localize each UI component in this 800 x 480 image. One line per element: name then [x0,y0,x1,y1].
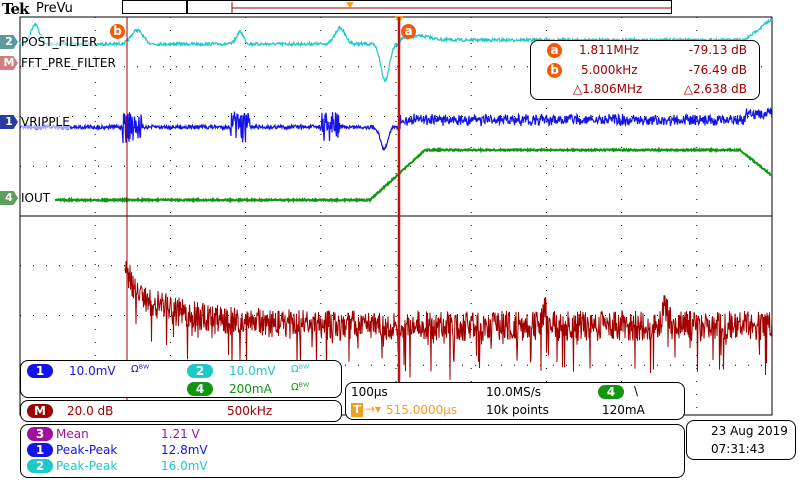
date: 23 Aug 2019 [711,424,788,438]
ch1-label: VRIPPLE [21,115,70,129]
trigger-arrow-icon: →▾ [365,402,382,416]
ch2-label: POST_FILTER [21,35,98,49]
cursor-b-level: -76.49 dB [688,63,747,77]
trigger-level: 120mA [602,403,645,417]
measurement-value: 16.0mV [161,459,208,473]
horizontal-trigger-panel[interactable]: 100µs 10.0MS/s 4 \ T →▾ 515.0000µs 10k p… [345,382,685,420]
tek-logo: Tek [2,0,29,18]
trigger-slope-falling-icon: \ [634,384,639,398]
trigger-icon: T [351,403,363,417]
acquisition-mode: PreVu [36,1,73,16]
cursor-a-freq: 1.811MHz [579,43,640,57]
cursor-b-icon: b [547,63,562,78]
time: 07:31:43 [711,442,765,456]
datetime-panel: 23 Aug 2019 07:31:43 [686,420,796,460]
measurement-source-badge: 3 [27,427,53,441]
math-marker[interactable]: M [0,56,18,70]
measurement-source-badge: 1 [27,443,53,457]
ch4-marker[interactable]: 4 [0,191,18,205]
measurement-value: 12.8mV [161,443,208,457]
math-badge[interactable]: M [27,404,53,418]
cursor-delta-level: △2.638 dB [683,82,747,96]
ch1-bandwidth-icon: Ωᴮᵂ [131,364,150,375]
measurement-name: Peak-Peak [56,443,118,457]
sample-rate: 10.0MS/s [486,385,541,399]
math-fft-waveform [124,260,773,380]
cursor-readout: a 1.811MHz -79.13 dB b 5.000kHz -76.49 d… [530,40,760,100]
math-label: FFT_PRE_FILTER [21,56,116,70]
ch1-scale: 10.0mV [69,364,116,378]
ch2-waveform [19,18,773,83]
ch4-badge[interactable]: 4 [187,382,213,396]
cursor-delta-freq: △1.806MHz [573,82,643,96]
math-settings-panel[interactable]: M 20.0 dB 500kHz [20,400,342,422]
measurements-panel[interactable]: 3 Mean 1.21 V 1 Peak-Peak 12.8mV 2 Peak-Pe… [20,424,685,478]
measurement-name: Mean [56,427,89,441]
ch4-bandwidth-icon: Ωᴮᵂ [291,382,310,393]
ch2-scale: 10.0mV [229,364,276,378]
measurement-name: Peak-Peak [56,459,118,473]
cursor-b-freq: 5.000kHz [581,63,638,77]
cursor-a-marker[interactable]: a [401,24,416,39]
record-length: 10k points [486,403,549,417]
ch2-badge[interactable]: 2 [187,364,213,378]
cursor-a-level: -79.13 dB [688,43,747,57]
cursor-a-icon: a [547,43,562,58]
record-trigger-marker [346,2,354,8]
ch1-waveform [19,107,773,151]
ch2-bandwidth-icon: Ωᴮᵂ [291,364,310,375]
ch1-badge[interactable]: 1 [27,364,53,378]
cursor-b-marker[interactable]: b [110,24,125,39]
ch4-waveform [54,146,773,204]
record-view-bar[interactable] [122,0,672,14]
ch1-marker[interactable]: 1 [0,115,18,129]
trigger-source-badge[interactable]: 4 [598,385,624,399]
vertical-settings-panel[interactable]: 1 10.0mV Ωᴮᵂ 2 10.0mV Ωᴮᵂ 4 200mA Ωᴮᵂ [20,360,342,398]
measurement-value: 1.21 V [161,427,200,441]
math-span: 500kHz [227,404,273,418]
ch4-scale: 200mA [229,382,272,396]
ch4-label: IOUT [21,191,51,205]
math-scale: 20.0 dB [67,404,114,418]
ch2-marker[interactable]: 2 [0,35,18,49]
trigger-position: 515.0000µs [386,403,458,417]
horizontal-scale: 100µs [351,385,388,399]
measurement-source-badge: 2 [27,459,53,473]
